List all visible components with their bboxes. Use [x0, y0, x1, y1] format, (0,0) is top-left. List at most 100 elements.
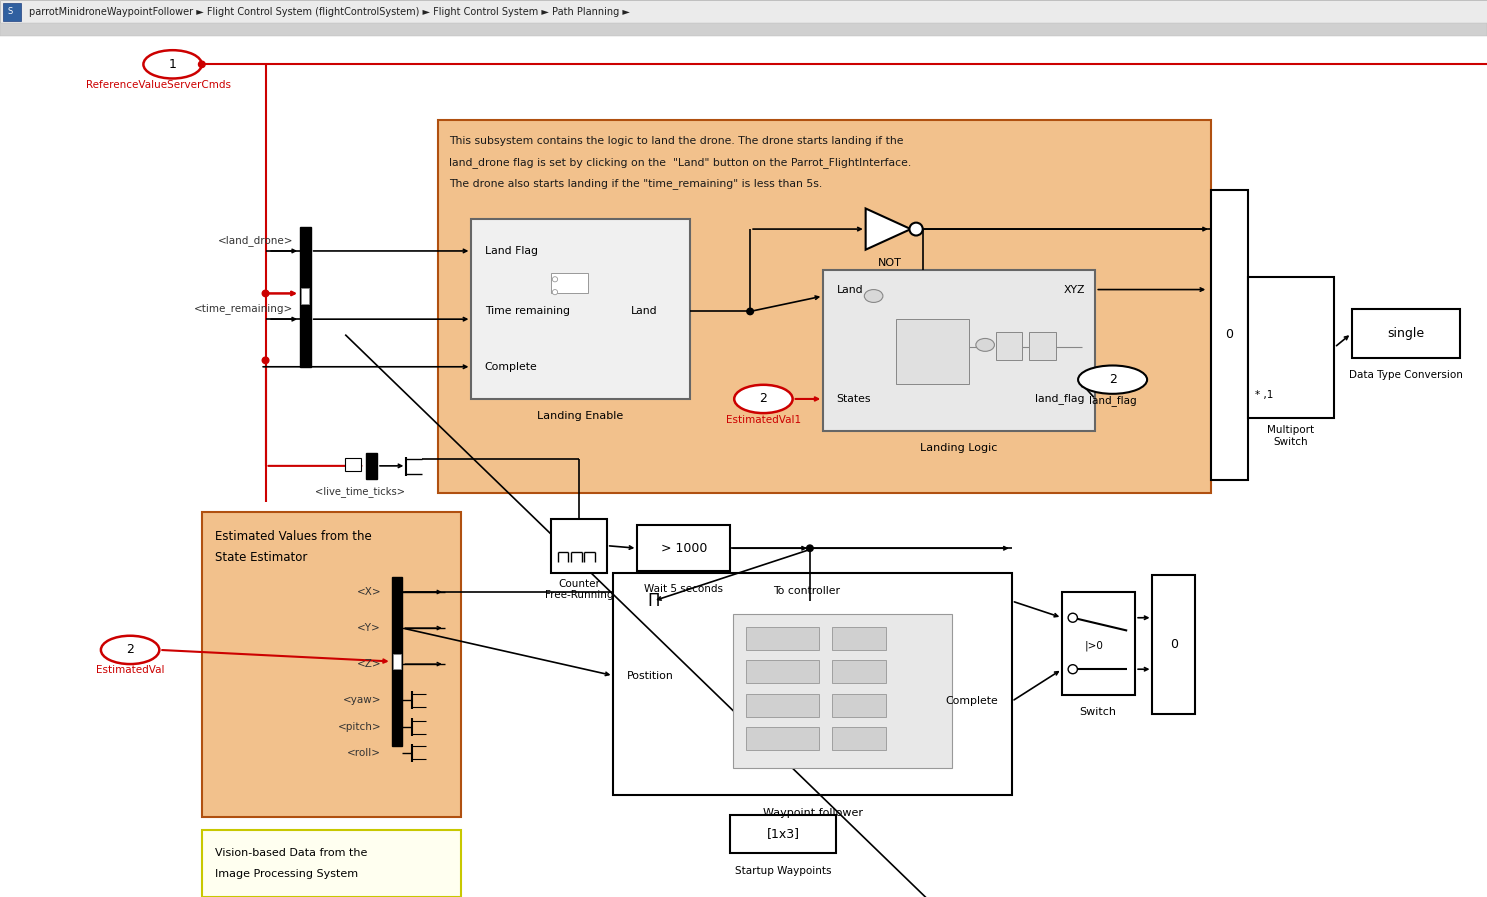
Text: NOT: NOT	[877, 257, 901, 267]
Text: > 1000: > 1000	[660, 542, 706, 554]
Text: To controller: To controller	[773, 586, 840, 596]
FancyBboxPatch shape	[1352, 309, 1460, 358]
FancyBboxPatch shape	[746, 660, 819, 684]
Ellipse shape	[975, 338, 995, 352]
Text: Wait 5 seconds: Wait 5 seconds	[644, 585, 723, 595]
Text: The drone also starts landing if the "time_remaining" is less than 5s.: The drone also starts landing if the "ti…	[449, 178, 822, 188]
Text: Estimated Values from the: Estimated Values from the	[216, 530, 372, 544]
Polygon shape	[865, 208, 910, 249]
Text: 2: 2	[126, 643, 134, 657]
Text: ReferenceValueServerCmds: ReferenceValueServerCmds	[86, 80, 232, 90]
Text: <land_drone>: <land_drone>	[219, 235, 293, 246]
FancyBboxPatch shape	[1029, 332, 1056, 361]
Text: parrotMinidroneWaypointFollower ► Flight Control System (flightControlSystem) ► : parrotMinidroneWaypointFollower ► Flight…	[30, 6, 630, 16]
Text: <Y>: <Y>	[357, 623, 381, 633]
Ellipse shape	[864, 290, 883, 302]
Text: <Z>: <Z>	[357, 659, 381, 669]
Text: Time remaining: Time remaining	[485, 307, 570, 317]
Text: This subsystem contains the logic to land the drone. The drone starts landing if: This subsystem contains the logic to lan…	[449, 136, 903, 146]
Text: Startup Waypoints: Startup Waypoints	[735, 867, 831, 876]
FancyBboxPatch shape	[345, 458, 361, 471]
Text: EstimatedVal: EstimatedVal	[95, 666, 165, 675]
FancyBboxPatch shape	[471, 219, 690, 399]
FancyBboxPatch shape	[1152, 575, 1196, 714]
Text: EstimatedVal1: EstimatedVal1	[726, 414, 801, 424]
Text: * ,1: * ,1	[1255, 390, 1273, 400]
FancyBboxPatch shape	[366, 453, 378, 479]
Text: Data Type Conversion: Data Type Conversion	[1349, 370, 1463, 379]
Ellipse shape	[101, 636, 159, 664]
FancyBboxPatch shape	[833, 627, 886, 650]
FancyBboxPatch shape	[614, 572, 1011, 796]
Text: Image Processing System: Image Processing System	[216, 868, 358, 879]
Circle shape	[746, 309, 754, 315]
FancyBboxPatch shape	[3, 3, 21, 21]
Text: 1: 1	[168, 57, 177, 71]
FancyBboxPatch shape	[202, 830, 461, 897]
FancyBboxPatch shape	[0, 23, 1487, 36]
Text: single: single	[1387, 327, 1425, 340]
Text: Waypoint follower: Waypoint follower	[763, 808, 862, 818]
Text: [1x3]: [1x3]	[767, 827, 800, 840]
Text: land_flag: land_flag	[1035, 394, 1084, 405]
Circle shape	[552, 290, 558, 295]
Ellipse shape	[143, 50, 202, 79]
Text: Complete: Complete	[485, 361, 537, 371]
Text: 2: 2	[760, 393, 767, 405]
FancyBboxPatch shape	[638, 525, 730, 571]
Text: <pitch>: <pitch>	[338, 722, 381, 732]
FancyBboxPatch shape	[833, 693, 886, 717]
FancyBboxPatch shape	[302, 288, 309, 304]
Text: Complete: Complete	[946, 696, 998, 706]
Text: Counter
Free-Running: Counter Free-Running	[544, 579, 613, 600]
Text: land_drone flag is set by clicking on the  "Land" button on the Parrot_FlightInt: land_drone flag is set by clicking on th…	[449, 157, 912, 168]
FancyBboxPatch shape	[746, 727, 819, 750]
FancyBboxPatch shape	[730, 814, 836, 853]
Text: Land Flag: Land Flag	[485, 246, 538, 256]
Text: S: S	[7, 7, 13, 16]
Text: Vision-based Data from the: Vision-based Data from the	[216, 848, 367, 858]
Text: land_flag: land_flag	[1088, 395, 1136, 405]
Text: <yaw>: <yaw>	[342, 695, 381, 705]
Text: 0: 0	[1225, 328, 1233, 341]
Text: <live_time_ticks>: <live_time_ticks>	[315, 486, 404, 497]
FancyBboxPatch shape	[439, 119, 1210, 492]
Text: <X>: <X>	[357, 587, 381, 597]
Text: Postition: Postition	[626, 671, 674, 681]
FancyBboxPatch shape	[733, 614, 952, 769]
Circle shape	[910, 222, 923, 236]
FancyBboxPatch shape	[391, 577, 403, 746]
FancyBboxPatch shape	[552, 518, 607, 572]
Text: 2: 2	[1109, 373, 1117, 386]
FancyBboxPatch shape	[824, 270, 1096, 431]
Circle shape	[198, 61, 205, 67]
Text: |>0: |>0	[1084, 640, 1103, 651]
FancyBboxPatch shape	[897, 319, 970, 384]
FancyBboxPatch shape	[202, 512, 461, 817]
Text: Switch: Switch	[1080, 707, 1117, 717]
Text: State Estimator: State Estimator	[216, 551, 308, 564]
FancyBboxPatch shape	[0, 0, 1487, 23]
Text: <roll>: <roll>	[346, 748, 381, 758]
Text: Multiport
Switch: Multiport Switch	[1267, 425, 1315, 447]
FancyBboxPatch shape	[833, 727, 886, 750]
FancyBboxPatch shape	[833, 660, 886, 684]
Circle shape	[552, 276, 558, 282]
Circle shape	[262, 291, 269, 297]
Text: Landing Enable: Landing Enable	[537, 411, 623, 421]
FancyBboxPatch shape	[393, 654, 401, 669]
FancyBboxPatch shape	[1062, 592, 1135, 695]
FancyBboxPatch shape	[552, 273, 589, 293]
Text: XYZ: XYZ	[1063, 284, 1084, 294]
Text: <time_remaining>: <time_remaining>	[195, 303, 293, 314]
FancyBboxPatch shape	[746, 693, 819, 717]
Text: 0: 0	[1170, 639, 1178, 651]
Circle shape	[806, 545, 813, 552]
FancyBboxPatch shape	[746, 627, 819, 650]
Circle shape	[1068, 665, 1078, 674]
Text: Land: Land	[836, 284, 862, 294]
FancyBboxPatch shape	[1210, 190, 1248, 480]
Text: States: States	[836, 394, 871, 404]
Ellipse shape	[735, 385, 793, 414]
Circle shape	[262, 357, 269, 363]
